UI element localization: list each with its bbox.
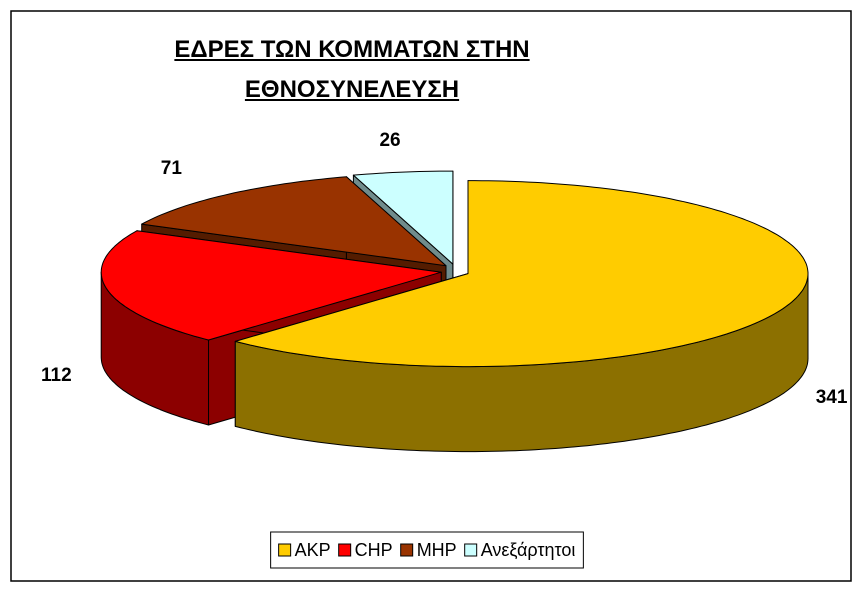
value-label: 112 — [41, 365, 72, 386]
legend-swatch — [400, 543, 414, 557]
legend-swatch — [338, 543, 352, 557]
slice — [234, 180, 809, 368]
slice — [100, 230, 442, 341]
legend-label: CHP — [355, 540, 393, 560]
value-label: 341 — [816, 387, 848, 408]
chart-title: ΕΔΡΕΣ ΤΩΝ ΚΟΜΜΑΤΩΝ ΣΤΗΝ ΕΘΝΟΣΥΝΕΛΕΥΣΗ — [174, 36, 530, 103]
slice — [352, 170, 454, 265]
legend-swatch — [464, 543, 478, 557]
legend-label: Ανεξάρτητοι — [481, 540, 576, 560]
legend-box — [270, 531, 584, 569]
value-label: 71 — [161, 158, 183, 179]
value-label: 26 — [379, 130, 400, 151]
legend-label: MHP — [417, 540, 457, 560]
slice — [141, 176, 447, 267]
legend-label: AKP — [295, 540, 331, 560]
legend-swatch — [278, 543, 292, 557]
